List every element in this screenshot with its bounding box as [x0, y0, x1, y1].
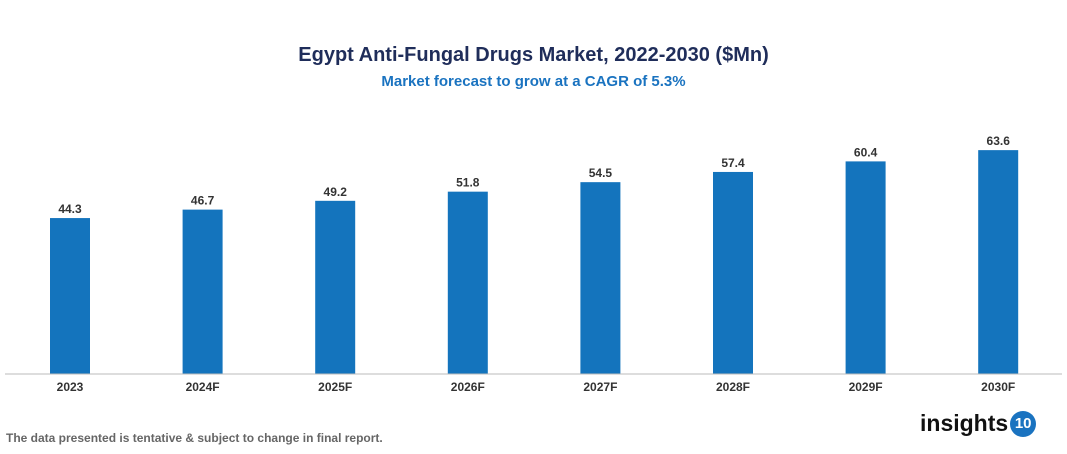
bar [580, 182, 621, 374]
bar [182, 209, 223, 374]
logo-badge: 10 [1010, 410, 1037, 437]
x-tick-label: 2030F [981, 380, 1015, 394]
bar [315, 200, 356, 374]
disclaimer: The data presented is tentative & subjec… [6, 431, 383, 445]
bar [713, 171, 753, 374]
data-label: 44.3 [58, 202, 82, 216]
data-label: 60.4 [854, 145, 878, 159]
chart-title: Egypt Anti-Fungal Drugs Market, 2022-203… [298, 44, 769, 66]
data-label: 63.6 [987, 134, 1011, 148]
bar [978, 150, 1019, 374]
data-label: 51.8 [456, 176, 480, 190]
x-tick-label: 2023 [57, 380, 84, 394]
x-tick-label: 2024F [186, 380, 220, 394]
data-label: 46.7 [191, 194, 215, 208]
bar [447, 191, 488, 374]
chart-subtitle: Market forecast to grow at a CAGR of 5.3… [381, 73, 686, 90]
x-tick-label: 2025F [318, 380, 352, 394]
x-tick-label: 2026F [451, 380, 485, 394]
bar [50, 218, 90, 374]
x-tick-label: 2027F [583, 380, 617, 394]
data-label: 57.4 [721, 156, 745, 170]
logo-text: insights [920, 410, 1009, 436]
bar [845, 161, 886, 374]
x-tick-label: 2028F [716, 380, 750, 394]
x-tick-label: 2029F [849, 380, 883, 394]
data-label: 49.2 [324, 185, 348, 199]
insights10-logo: insights 10 [920, 410, 1037, 437]
data-label: 54.5 [589, 166, 613, 180]
